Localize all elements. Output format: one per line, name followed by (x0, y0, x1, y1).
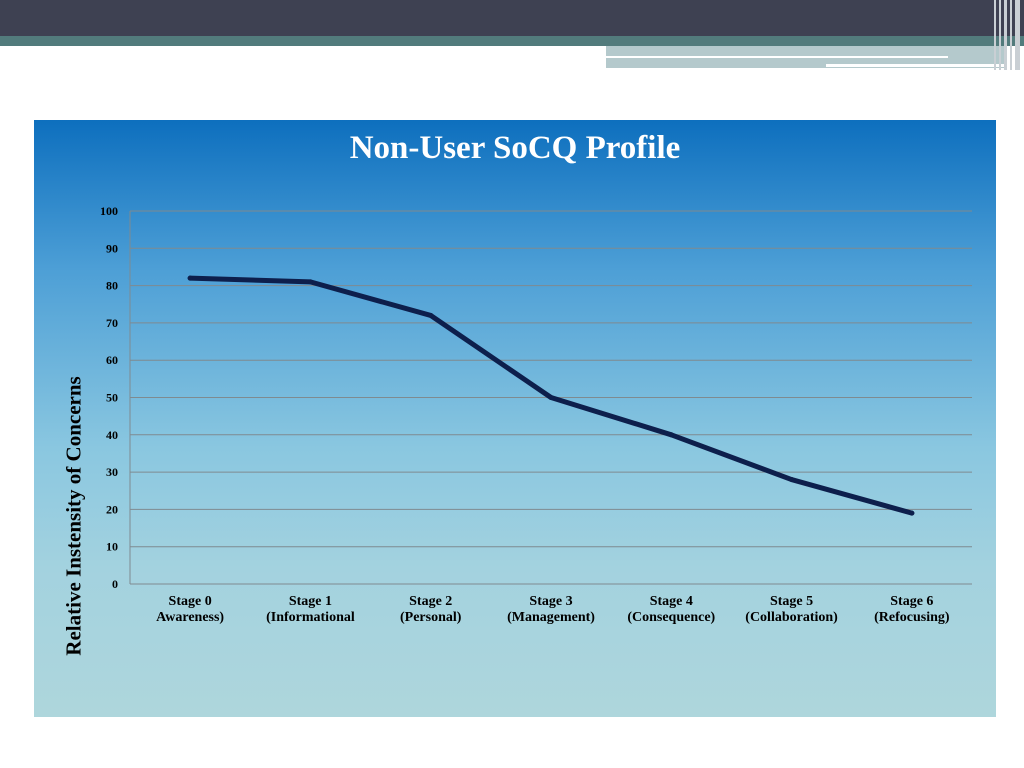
line-chart: 0 10 20 30 40 50 60 70 80 90 100 Stage 0 Awareness) S… (100, 204, 972, 625)
x-tick-label: Stage 1 (Informational (266, 594, 355, 625)
y-tick-label: 90 (106, 241, 118, 255)
header-stripes (992, 0, 1024, 70)
data-point (548, 395, 554, 400)
chart-panel: Non-User SoCQ Profile Relative Instensit… (34, 120, 996, 717)
y-tick-label: 60 (106, 353, 118, 367)
y-tick-label: 20 (106, 502, 118, 516)
header-divider-line-short (826, 64, 1006, 67)
x-tick-label: Stage 2 (Personal) (400, 594, 462, 625)
data-point (909, 510, 915, 516)
y-tick-label: 50 (106, 391, 118, 405)
y-tick-label: 80 (106, 279, 118, 293)
header-dark-bar (0, 0, 1024, 36)
y-tick-label: 10 (106, 540, 118, 554)
chart-title: Non-User SoCQ Profile (349, 130, 681, 166)
y-tick-label: 30 (106, 465, 118, 479)
header-divider-line (606, 56, 948, 58)
y-tick-label: 40 (106, 428, 118, 442)
y-tick-label: 70 (106, 316, 118, 330)
y-tick-label: 0 (112, 577, 118, 591)
header-teal-bar (0, 36, 1024, 46)
data-point (307, 279, 313, 285)
x-tick-label: Stage 6 (Refocusing) (874, 594, 950, 625)
x-tick-label: Stage 4 (Consequence) (627, 594, 715, 625)
data-point (428, 312, 434, 318)
x-tick-label: Stage 3 (Management) (507, 594, 595, 625)
data-point (789, 477, 795, 483)
data-point (187, 275, 193, 281)
data-point (668, 432, 674, 438)
y-tick-label: 100 (100, 204, 118, 218)
x-tick-label: Stage 0 Awareness) (156, 594, 224, 625)
x-tick-label: Stage 5 (Collaboration) (745, 594, 838, 625)
